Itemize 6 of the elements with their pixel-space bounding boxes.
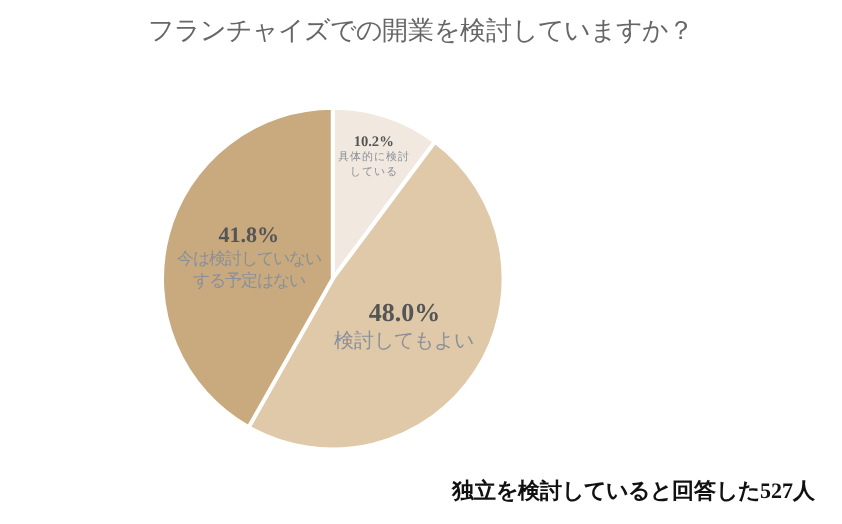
data-label: 41.8% <box>218 224 280 249</box>
text: 独立を検討していると回答した527人 <box>450 478 817 504</box>
slice-label: 検討してもよい <box>334 329 475 354</box>
slice-label: 今は検討していないする予定はない <box>176 248 321 291</box>
chart-title: フランチャイズでの開業を検討していますか？ <box>148 15 694 46</box>
data-label: 48.0% <box>368 297 441 328</box>
